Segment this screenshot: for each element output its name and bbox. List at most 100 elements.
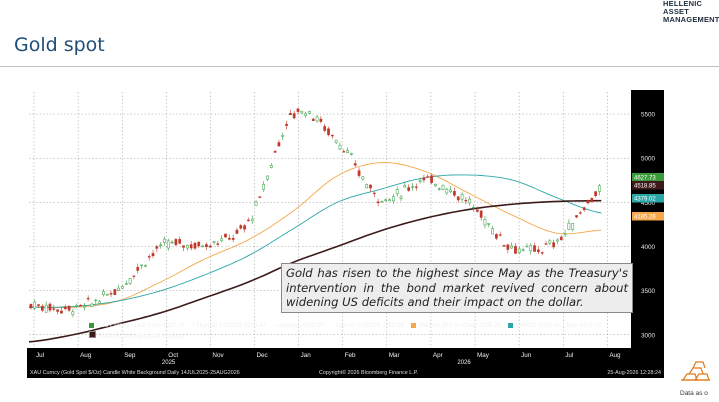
candle-body bbox=[170, 241, 174, 244]
candle-body bbox=[414, 186, 418, 188]
candle-body bbox=[121, 286, 124, 289]
candle-body bbox=[552, 242, 555, 248]
candle-body bbox=[163, 238, 166, 243]
legend-swatch bbox=[508, 322, 514, 328]
candle-body bbox=[235, 229, 239, 234]
candle-body bbox=[330, 134, 334, 137]
candle-body bbox=[254, 201, 258, 206]
candle-body bbox=[491, 228, 494, 235]
candle-body bbox=[296, 108, 300, 112]
candle-body bbox=[529, 245, 533, 252]
candle-body bbox=[449, 189, 452, 192]
legend-swatch bbox=[89, 322, 94, 328]
candle-body bbox=[384, 199, 388, 201]
candle-body bbox=[33, 301, 37, 309]
candle-body bbox=[464, 199, 468, 202]
series-line-smavg50 bbox=[28, 162, 602, 309]
candle-body bbox=[41, 306, 44, 311]
legend-swatch bbox=[411, 322, 417, 328]
candle-body bbox=[37, 304, 40, 306]
candle-body bbox=[525, 245, 529, 248]
value-tag-bg bbox=[632, 181, 664, 190]
candle-body bbox=[205, 244, 208, 247]
candle-body bbox=[124, 283, 128, 285]
candle-body bbox=[517, 248, 521, 253]
candle-body bbox=[559, 236, 563, 241]
candle-body bbox=[63, 306, 67, 310]
candle-body bbox=[75, 305, 79, 307]
candle-body bbox=[159, 244, 162, 246]
candle-body bbox=[178, 239, 182, 244]
candle-body bbox=[483, 219, 487, 226]
candle-body bbox=[395, 188, 399, 195]
candle-body bbox=[82, 305, 86, 308]
candle-body bbox=[224, 233, 227, 238]
candle-body bbox=[311, 118, 315, 121]
candle-body bbox=[105, 294, 109, 296]
x-tick-label: May bbox=[477, 352, 490, 359]
value-tag-bg bbox=[632, 173, 664, 182]
candle-body bbox=[208, 245, 212, 248]
candle-body bbox=[403, 185, 407, 188]
candle-body bbox=[582, 207, 586, 211]
candle-body bbox=[353, 163, 357, 166]
legend-item-average: – Average 4262.50 bbox=[273, 323, 324, 329]
x-tick-label: Dec bbox=[257, 352, 268, 359]
x-tick-label: Sep bbox=[124, 352, 136, 359]
candle-body bbox=[94, 299, 98, 302]
candle-body bbox=[338, 145, 342, 150]
candle-body bbox=[376, 201, 380, 204]
y-tick-label: 4500 bbox=[641, 200, 656, 207]
candle-body bbox=[521, 249, 525, 251]
candle-body bbox=[533, 245, 536, 252]
candle-body bbox=[430, 175, 433, 183]
candle-body bbox=[281, 135, 285, 137]
candle-body bbox=[189, 244, 193, 249]
value-tag-label: 4518.85 bbox=[634, 184, 656, 190]
candle-body bbox=[266, 175, 269, 180]
candle-body bbox=[52, 308, 56, 310]
candle-body bbox=[262, 184, 266, 190]
candle-body bbox=[365, 184, 369, 189]
candle-body bbox=[79, 304, 82, 307]
x-year-label: 2025 bbox=[162, 360, 176, 366]
candle-body bbox=[304, 113, 307, 116]
candle-body bbox=[90, 303, 94, 307]
candle-body bbox=[151, 253, 155, 257]
candle-body bbox=[166, 240, 170, 249]
candle-body bbox=[220, 238, 224, 242]
candle-body bbox=[239, 225, 243, 229]
y-tick-label: 3500 bbox=[641, 288, 656, 295]
footer-timestamp: 25-Aug-2026 12:28:24 bbox=[607, 370, 661, 376]
candle-body bbox=[300, 110, 304, 114]
candle-body bbox=[437, 188, 441, 190]
candle-body bbox=[98, 301, 101, 304]
candle-body bbox=[479, 210, 483, 218]
candle-body bbox=[556, 239, 559, 242]
candle-body bbox=[140, 264, 143, 266]
candle-body bbox=[380, 201, 384, 203]
candle-body bbox=[487, 222, 491, 225]
candle-body bbox=[201, 245, 204, 248]
candle-body bbox=[102, 291, 105, 295]
candle-body bbox=[361, 176, 365, 180]
candle-body bbox=[71, 311, 75, 315]
legend-item-xau: XAU Curncy - Last Price 4627.73 bbox=[89, 322, 185, 329]
legend-label: XAU Curncy - Last Price 4627.73 bbox=[96, 323, 185, 329]
candle-body bbox=[571, 222, 575, 230]
legend-item-smavg50: SMAVG (50) on Close 4185.26 bbox=[411, 322, 501, 329]
candle-body bbox=[460, 194, 464, 200]
x-year-label: 2026 bbox=[457, 360, 471, 366]
x-tick-label: Nov bbox=[212, 352, 224, 359]
series-line-smavg200 bbox=[28, 199, 602, 343]
time-axis-panel bbox=[27, 348, 664, 378]
candle-body bbox=[269, 165, 273, 168]
candle-body bbox=[350, 153, 353, 155]
candle-body bbox=[258, 196, 262, 198]
value-tag-label: 4185.26 bbox=[634, 215, 656, 221]
candle-body bbox=[498, 234, 502, 236]
candle-body bbox=[231, 237, 235, 240]
candle-body bbox=[434, 184, 437, 187]
candle-body bbox=[327, 128, 330, 136]
candle-body bbox=[563, 233, 567, 235]
